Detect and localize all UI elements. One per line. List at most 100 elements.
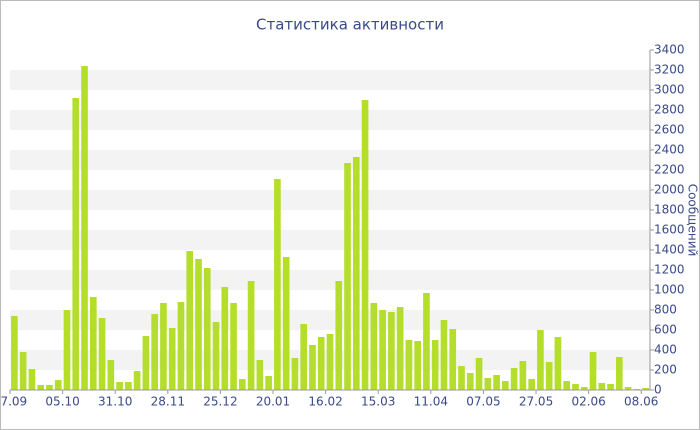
bar	[282, 257, 290, 390]
bar	[19, 352, 27, 390]
bar	[317, 337, 325, 390]
bar	[388, 312, 395, 390]
bar	[28, 369, 36, 390]
bar	[458, 366, 465, 390]
x-tick-label: 25.12	[203, 395, 237, 409]
bar	[168, 328, 176, 390]
grid-band	[10, 270, 650, 290]
y-tick-label: 400	[654, 343, 677, 357]
bar	[142, 336, 150, 390]
bar	[195, 259, 202, 390]
grid-band	[10, 150, 650, 170]
bar	[203, 268, 211, 390]
bar	[344, 163, 351, 390]
grid-band	[10, 190, 650, 210]
bar	[247, 281, 255, 390]
bar	[352, 157, 360, 390]
y-tick-label: 3400	[654, 43, 685, 57]
bar	[300, 324, 308, 390]
y-tick-label: 2800	[654, 103, 685, 117]
bar	[265, 376, 272, 390]
bar	[563, 381, 571, 390]
bar	[291, 358, 299, 390]
bar	[572, 384, 579, 390]
bar	[256, 360, 264, 390]
x-tick-label: 07.09	[0, 395, 27, 409]
y-tick-label: 2600	[654, 123, 685, 137]
x-tick-label: 02.06	[571, 395, 605, 409]
bar	[475, 358, 483, 390]
grid-band	[10, 230, 650, 250]
bar	[54, 380, 62, 390]
y-tick-label: 2400	[654, 143, 685, 157]
x-tick-label: 15.03	[361, 395, 395, 409]
bar	[177, 302, 185, 390]
y-tick-label: 2000	[654, 183, 685, 197]
bar	[361, 100, 369, 390]
bar	[493, 375, 500, 390]
bar	[221, 287, 229, 390]
bar	[589, 352, 597, 390]
bar	[607, 384, 614, 390]
bar	[545, 362, 553, 390]
bar	[528, 379, 535, 390]
bar	[580, 387, 588, 390]
bar	[133, 371, 141, 390]
chart-title: Статистика активности	[256, 16, 444, 34]
bar	[151, 314, 158, 390]
y-tick-label: 200	[654, 363, 677, 377]
y-tick-label: 600	[654, 323, 677, 337]
y-tick-label: 2200	[654, 163, 685, 177]
bar	[379, 310, 386, 390]
x-tick-label: 27.05	[519, 395, 553, 409]
bar	[554, 337, 562, 390]
y-tick-label: 0	[654, 383, 662, 397]
bar	[396, 307, 404, 390]
bar	[238, 379, 246, 390]
y-tick-label: 1600	[654, 223, 685, 237]
bar	[72, 98, 80, 390]
x-tick-label: 05.10	[45, 395, 79, 409]
bar	[484, 378, 492, 390]
bar	[63, 310, 71, 390]
bar	[274, 179, 281, 390]
bar	[440, 320, 448, 390]
y-tick-label: 1800	[654, 203, 685, 217]
bar	[519, 361, 527, 390]
x-tick-label: 16.02	[308, 395, 342, 409]
bar	[186, 251, 194, 390]
bar	[309, 345, 316, 390]
bar	[107, 360, 115, 390]
bar	[537, 330, 544, 390]
y-tick-label: 1200	[654, 263, 685, 277]
y-tick-label: 800	[654, 303, 677, 317]
bar	[116, 382, 123, 390]
y-axis-label: Сообщений	[686, 184, 700, 257]
grid-band	[10, 70, 650, 90]
y-tick-label: 1400	[654, 243, 685, 257]
y-tick-label: 3200	[654, 63, 685, 77]
grid-band	[10, 310, 650, 330]
bar	[230, 303, 237, 390]
bar	[98, 318, 106, 390]
bar	[326, 334, 334, 390]
bar	[37, 385, 45, 390]
bar	[466, 373, 474, 390]
bar	[370, 303, 378, 390]
y-tick-label: 3000	[654, 83, 685, 97]
bar	[46, 385, 53, 390]
x-tick-label: 31.10	[98, 395, 132, 409]
bar	[449, 329, 457, 390]
bar	[125, 382, 132, 390]
bar	[212, 322, 220, 390]
x-tick-label: 08.06	[624, 395, 658, 409]
bar	[624, 387, 632, 390]
x-tick-label: 07.05	[466, 395, 500, 409]
x-tick-label: 20.01	[256, 395, 290, 409]
bar	[510, 368, 518, 390]
bar	[642, 388, 649, 390]
bar	[423, 293, 430, 390]
bar	[335, 281, 343, 390]
bar	[414, 341, 422, 390]
